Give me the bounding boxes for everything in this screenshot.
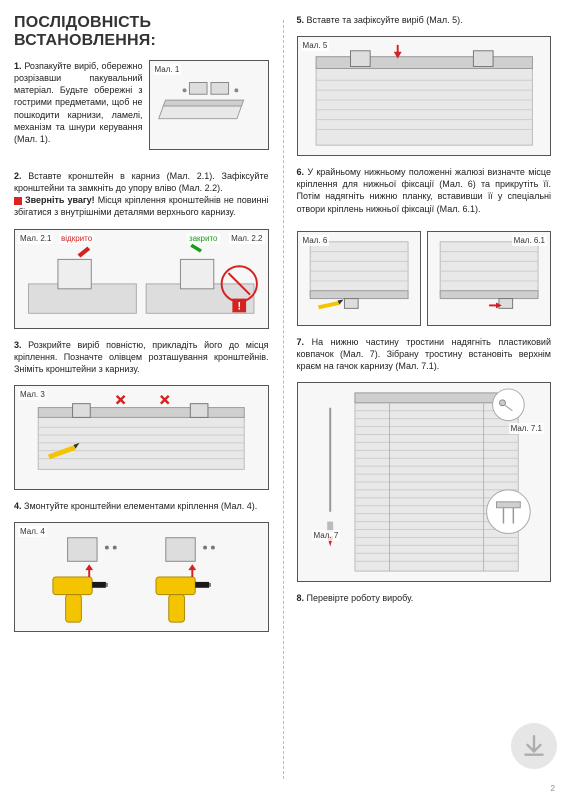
figure-4: Мал. 4	[14, 522, 269, 632]
figure-3: Мал. 3	[14, 385, 269, 490]
figure-4-label: Мал. 4	[18, 526, 47, 537]
figure-6-label: Мал. 6	[301, 235, 330, 246]
figure-3-label: Мал. 3	[18, 389, 47, 400]
figure-6: Мал. 6	[297, 231, 421, 326]
page-number: 2	[551, 784, 555, 793]
figure-61-label: Мал. 6.1	[512, 235, 547, 246]
step-7-text: 7. На нижню частину тростини надягніть п…	[297, 336, 552, 372]
step-4: 4. Змонтуйте кронштейни елементами кріпл…	[14, 500, 269, 512]
step-5: 5. Вставте та зафіксуйте виріб (Мал. 5).	[297, 14, 552, 26]
step-6-text: 6. У крайньому нижньому положенні жалюзі…	[297, 166, 552, 215]
figure-6-1: Мал. 6.1	[427, 231, 551, 326]
figure-21-label: Мал. 2.1	[18, 233, 53, 244]
figure-1-label: Мал. 1	[153, 64, 182, 75]
figure-22-label: Мал. 2.2	[229, 233, 264, 244]
left-column: ПОСЛІДОВНІСТЬ ВСТАНОВЛЕННЯ: 1. Розпакуйт…	[0, 0, 283, 799]
step-1: 1. Розпакуйте виріб, обережно розрізавши…	[14, 60, 269, 160]
step-8: 8. Перевірте роботу виробу.	[297, 592, 552, 604]
open-label: відкрито	[59, 233, 94, 244]
step-5-text: 5. Вставте та зафіксуйте виріб (Мал. 5).	[297, 14, 552, 26]
page-title: ПОСЛІДОВНІСТЬ ВСТАНОВЛЕННЯ:	[14, 14, 269, 50]
svg-text:!: !	[237, 300, 241, 312]
figure-7-label: Мал. 7	[312, 530, 341, 541]
step-4-text: 4. Змонтуйте кронштейни елементами кріпл…	[14, 500, 269, 512]
figure-5: Мал. 5	[297, 36, 552, 156]
step-8-text: 8. Перевірте роботу виробу.	[297, 592, 552, 604]
figure-6-row: Мал. 6 Мал. 6.1	[297, 225, 552, 336]
step-6: 6. У крайньому нижньому положенні жалюзі…	[297, 166, 552, 215]
figure-5-label: Мал. 5	[301, 40, 330, 51]
right-column: 5. Вставте та зафіксуйте виріб (Мал. 5).…	[283, 0, 565, 799]
step-1-text: 1. Розпакуйте виріб, обережно розрізавши…	[14, 60, 143, 145]
figure-7: Мал. 7 Мал. 7.1	[297, 382, 552, 582]
figure-71-label: Мал. 7.1	[509, 423, 544, 434]
step-2-text: 2. Вставте кронштейн в карниз (Мал. 2.1)…	[14, 170, 269, 194]
step-7: 7. На нижню частину тростини надягніть п…	[297, 336, 552, 372]
figure-1: Мал. 1	[149, 60, 269, 150]
watermark-icon	[511, 723, 557, 769]
warning-icon	[14, 197, 22, 205]
step-2-warning: Зверніть увагу! Місця кріплення кронштей…	[14, 194, 269, 218]
figure-2: Мал. 2.1 Мал. 2.2 відкрито закрито !	[14, 229, 269, 329]
closed-label: закрито	[187, 233, 220, 244]
step-2: 2. Вставте кронштейн в карниз (Мал. 2.1)…	[14, 170, 269, 219]
step-3-text: 3. Розкрийте виріб повністю, прикладіть …	[14, 339, 269, 375]
step-3: 3. Розкрийте виріб повністю, прикладіть …	[14, 339, 269, 375]
